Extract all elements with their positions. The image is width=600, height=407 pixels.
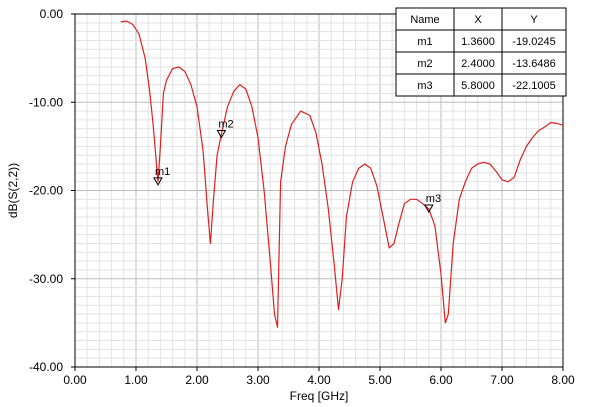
table-header-cell: Y — [530, 14, 538, 26]
table-header-cell: X — [474, 14, 482, 26]
marker-label: m1 — [155, 166, 170, 178]
table-cell: -19.0245 — [512, 36, 555, 48]
marker-triangle — [423, 204, 434, 214]
x-tick-label: 5.00 — [368, 373, 392, 387]
marker-label: m3 — [426, 193, 441, 205]
table-cell: 1.3600 — [461, 36, 495, 48]
marker-label: m2 — [218, 118, 233, 130]
x-tick-label: 6.00 — [429, 373, 453, 387]
x-tick-label: 7.00 — [490, 373, 514, 387]
x-tick-label: 3.00 — [246, 373, 270, 387]
marker-triangle — [216, 129, 227, 139]
y-tick-label: -40.00 — [29, 360, 63, 374]
series-layer — [120, 20, 564, 328]
y-axis-title: dB(S(2,2)) — [6, 163, 20, 218]
table-cell: -13.6486 — [512, 58, 555, 70]
x-tick-label: 1.00 — [124, 373, 148, 387]
table-cell: m3 — [417, 80, 432, 92]
x-tick-label: 4.00 — [307, 373, 331, 387]
x-tick-label: 8.00 — [551, 373, 575, 387]
marker-layer: m1 m2 m3 — [153, 118, 441, 214]
table-cell: m1 — [417, 36, 432, 48]
x-axis-title: Freq [GHz] — [290, 389, 349, 403]
x-tick-label: 2.00 — [185, 373, 209, 387]
y-tick-label: -10.00 — [29, 95, 63, 109]
y-tick-label: 0.00 — [40, 7, 64, 21]
x-tick-label: 0.00 — [63, 373, 87, 387]
y-tick-label: -20.00 — [29, 184, 63, 198]
marker-triangle — [153, 177, 163, 186]
axis-ticks: 0.00 1.00 2.00 3.00 4.00 5.00 6.00 7.00 8.00 0.00… — [29, 7, 575, 387]
table-cell: m2 — [417, 58, 432, 70]
series-line — [120, 20, 564, 328]
table-cell: 5.8000 — [461, 80, 495, 92]
table-cell: 2.4000 — [461, 58, 495, 70]
marker-table: Name X Ym1 1.3600 -19.0245 m2 2.4000 -13.6486 m3… — [395, 7, 567, 97]
table-header-cell: Name — [410, 14, 439, 26]
table-cell: -22.1005 — [512, 80, 555, 92]
grid — [75, 14, 563, 367]
y-tick-label: -30.00 — [29, 272, 63, 286]
